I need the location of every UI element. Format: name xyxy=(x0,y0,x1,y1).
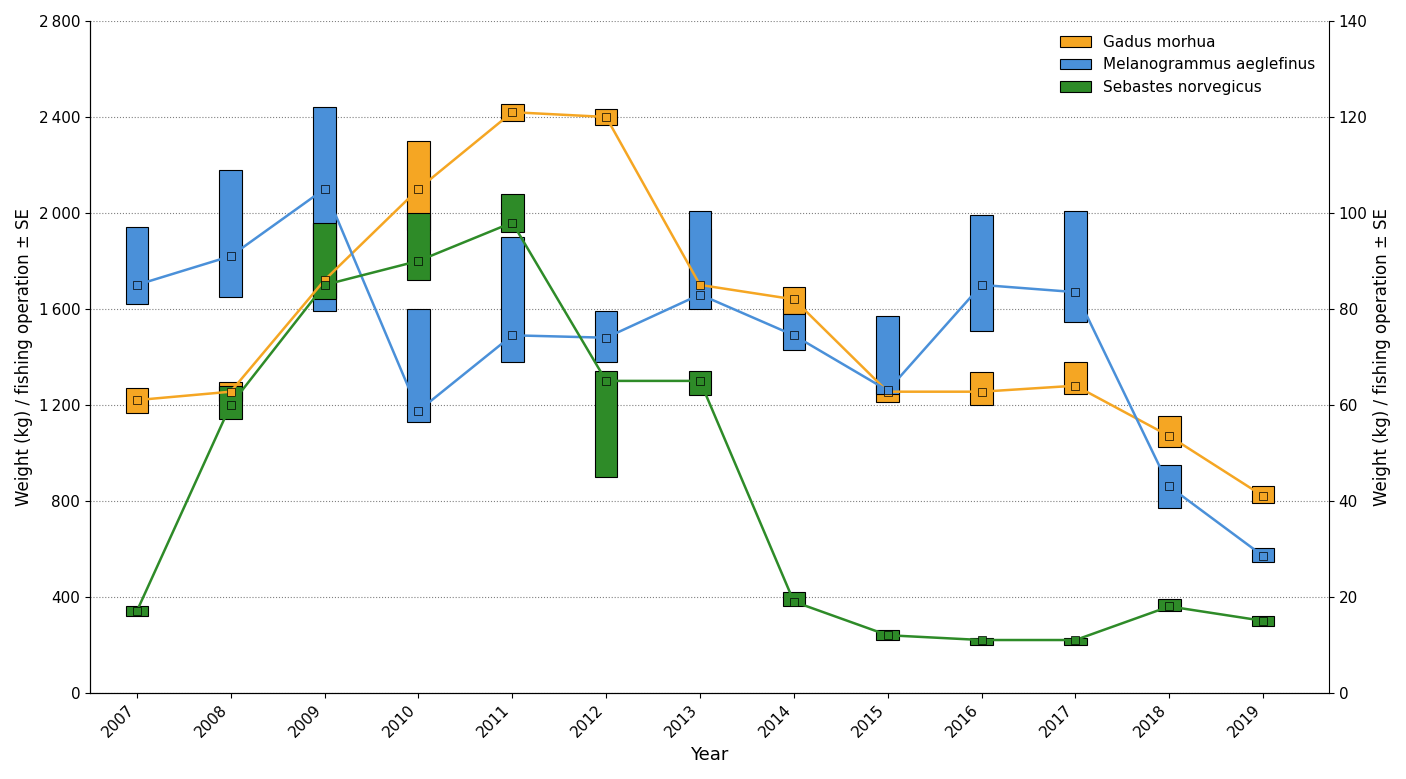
Bar xyxy=(219,386,242,419)
Bar xyxy=(783,314,806,350)
Bar xyxy=(408,141,430,230)
Bar xyxy=(1064,210,1087,322)
Y-axis label: Weight (kg) / fishing operation ± SE: Weight (kg) / fishing operation ± SE xyxy=(1374,208,1391,506)
Bar xyxy=(1064,638,1087,645)
Bar xyxy=(501,237,523,361)
Bar xyxy=(783,287,806,314)
Bar xyxy=(314,108,336,312)
Bar xyxy=(689,372,711,395)
Bar xyxy=(501,194,523,232)
Bar xyxy=(876,630,898,640)
Bar xyxy=(125,606,148,616)
Legend: Gadus morhua, Melanogrammus aeglefinus, Sebastes norvegicus: Gadus morhua, Melanogrammus aeglefinus, … xyxy=(1054,29,1322,101)
Bar xyxy=(1251,486,1274,503)
Bar xyxy=(1064,361,1087,394)
Bar xyxy=(501,104,523,121)
X-axis label: Year: Year xyxy=(690,746,728,764)
Bar xyxy=(1251,616,1274,626)
Y-axis label: Weight (kg) / fishing operation ± SE: Weight (kg) / fishing operation ± SE xyxy=(15,208,32,506)
Bar xyxy=(314,223,336,298)
Bar xyxy=(408,309,430,421)
Bar xyxy=(970,638,993,645)
Bar xyxy=(595,312,617,361)
Bar xyxy=(595,372,617,477)
Bar xyxy=(125,388,148,414)
Bar xyxy=(1251,548,1274,562)
Bar xyxy=(125,227,148,304)
Bar xyxy=(1159,599,1181,612)
Bar xyxy=(876,316,898,394)
Bar xyxy=(595,108,617,125)
Bar xyxy=(689,210,711,309)
Bar xyxy=(970,372,993,405)
Bar xyxy=(1159,465,1181,508)
Bar xyxy=(1159,416,1181,447)
Bar xyxy=(219,170,242,297)
Bar xyxy=(219,382,242,401)
Bar xyxy=(876,379,898,403)
Bar xyxy=(783,592,806,606)
Bar xyxy=(408,213,430,280)
Bar xyxy=(314,223,336,299)
Bar xyxy=(970,215,993,330)
Bar xyxy=(689,228,711,298)
